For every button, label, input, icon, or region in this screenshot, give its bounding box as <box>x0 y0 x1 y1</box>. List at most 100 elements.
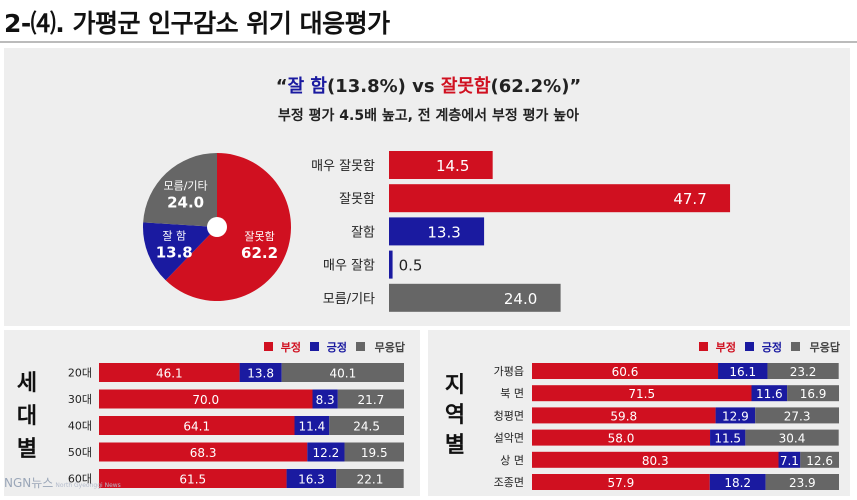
stacked-segment-value: 59.8 <box>610 409 637 423</box>
page-title: 2-⑷. 가평군 인구감소 위기 대응평가 <box>4 9 390 38</box>
stacked-segment <box>294 416 330 435</box>
stacked-segment-value: 80.3 <box>642 454 669 468</box>
legend-swatch <box>356 342 365 351</box>
overall-bar <box>389 184 731 213</box>
overall-bar <box>389 151 493 179</box>
pie-slice-label: 잘 함 <box>162 230 186 243</box>
stacked-segment-value: 27.3 <box>784 409 811 423</box>
row-category-label: 청평면 <box>494 409 524 422</box>
legend-label: 부정 <box>281 340 301 354</box>
pie-slice-0 <box>165 153 291 301</box>
row-category-label: 20대 <box>68 367 92 380</box>
stacked-segment <box>99 363 240 382</box>
pie-slice-2 <box>143 153 217 227</box>
row-category-label: 가평읍 <box>494 365 524 378</box>
stacked-segment-value: 70.0 <box>192 393 219 407</box>
overall-bar <box>389 217 485 246</box>
stacked-segment <box>778 451 801 468</box>
stacked-segment-value: 30.4 <box>779 432 806 446</box>
row-category-label: 60대 <box>68 473 92 486</box>
pie-slice-label: 잘못함 <box>244 230 274 243</box>
stacked-segment-value: 57.9 <box>608 476 635 490</box>
row-category-label: 조종면 <box>494 476 524 489</box>
stacked-segment <box>532 385 752 402</box>
bar-category-label: 매우 잘못함 <box>311 159 375 174</box>
legend-swatch <box>745 342 754 351</box>
stacked-segment <box>344 442 404 462</box>
headline-good-value: (13.8%) vs <box>326 76 441 97</box>
stacked-segment-value: 16.3 <box>298 473 325 487</box>
headline-bad-value: (62.2%)” <box>490 76 582 97</box>
stacked-segment <box>532 451 779 468</box>
group-title-char: 별 <box>17 437 37 462</box>
row-category-label: 40대 <box>68 420 92 433</box>
stacked-segment <box>709 474 766 490</box>
age-panel <box>4 330 420 496</box>
title-divider <box>0 41 857 43</box>
overall-bar-value: 0.5 <box>399 257 423 275</box>
stacked-segment-value: 23.9 <box>789 476 816 490</box>
group-title-char: 지 <box>445 373 465 398</box>
stacked-segment-value: 60.6 <box>612 365 639 379</box>
stacked-segment-value: 12.9 <box>722 409 749 423</box>
overall-bar <box>389 283 561 312</box>
overall-bar-value: 24.0 <box>504 290 537 308</box>
stacked-segment <box>99 389 313 409</box>
stacked-segment-value: 18.2 <box>724 476 751 490</box>
stacked-segment-value: 12.2 <box>313 446 340 460</box>
stacked-segment <box>336 469 404 488</box>
stacked-segment <box>99 469 287 488</box>
stacked-segment-value: 24.5 <box>353 420 380 434</box>
stacked-segment-value: 64.1 <box>183 420 210 434</box>
group-title-char: 역 <box>445 403 465 428</box>
row-category-label: 설악면 <box>494 432 524 445</box>
brand-logo-text: NGN뉴스 <box>4 476 54 490</box>
headline-good-label: 잘 함 <box>287 76 327 97</box>
stacked-segment <box>329 416 404 435</box>
group-title-char: 세 <box>17 371 37 396</box>
stacked-segment <box>532 474 710 490</box>
stacked-segment <box>767 363 839 379</box>
stacked-segment-value: 71.5 <box>628 387 655 401</box>
stacked-segment-value: 23.2 <box>790 365 817 379</box>
stacked-segment-value: 7.1 <box>780 454 799 468</box>
headline-quote: “ <box>275 76 288 97</box>
pie-slice-1 <box>143 222 217 281</box>
legend-swatch <box>699 342 708 351</box>
stacked-segment-value: 61.5 <box>179 473 206 487</box>
legend-swatch <box>310 342 319 351</box>
legend-label: 부정 <box>716 340 736 354</box>
brand-logo: NGN뉴스 North Gyeonggi News <box>4 474 121 491</box>
stacked-segment-value: 12.6 <box>806 454 833 468</box>
stacked-segment-value: 11.5 <box>714 432 741 446</box>
group-title-char: 별 <box>445 433 465 458</box>
legend-label: 긍정 <box>762 340 782 354</box>
headline-bad-label: 잘못함 <box>440 76 491 97</box>
stacked-segment-value: 58.0 <box>608 432 635 446</box>
row-category-label: 북 면 <box>500 387 524 400</box>
row-category-label: 상 면 <box>500 454 524 467</box>
brand-logo-subtext: North Gyeonggi News <box>55 482 121 489</box>
pie-slice-value: 62.2 <box>241 244 278 262</box>
legend-label: 무응답 <box>810 340 840 354</box>
stacked-segment <box>800 451 839 468</box>
legend-label: 긍정 <box>327 340 347 354</box>
overall-bar-value: 47.7 <box>673 190 706 208</box>
stacked-segment-value: 16.9 <box>800 387 827 401</box>
stacked-segment <box>239 363 282 382</box>
stacked-segment-value: 11.6 <box>756 387 783 401</box>
stacked-segment <box>710 429 746 446</box>
bar-category-label: 모름/기타 <box>323 292 375 307</box>
stacked-segment <box>745 429 839 446</box>
stacked-segment-value: 19.5 <box>361 446 388 460</box>
pie-slice-value: 24.0 <box>167 194 204 212</box>
stacked-segment-value: 68.3 <box>190 446 217 460</box>
legend-swatch <box>791 342 800 351</box>
stacked-segment-value: 13.8 <box>247 367 274 381</box>
stacked-segment <box>337 389 404 409</box>
stacked-segment-value: 11.4 <box>299 420 326 434</box>
subheadline: 부정 평가 4.5배 높고, 전 계층에서 부정 평가 높아 <box>278 108 579 124</box>
stacked-segment-value: 21.7 <box>358 393 385 407</box>
bar-category-label: 잘함 <box>351 225 375 240</box>
